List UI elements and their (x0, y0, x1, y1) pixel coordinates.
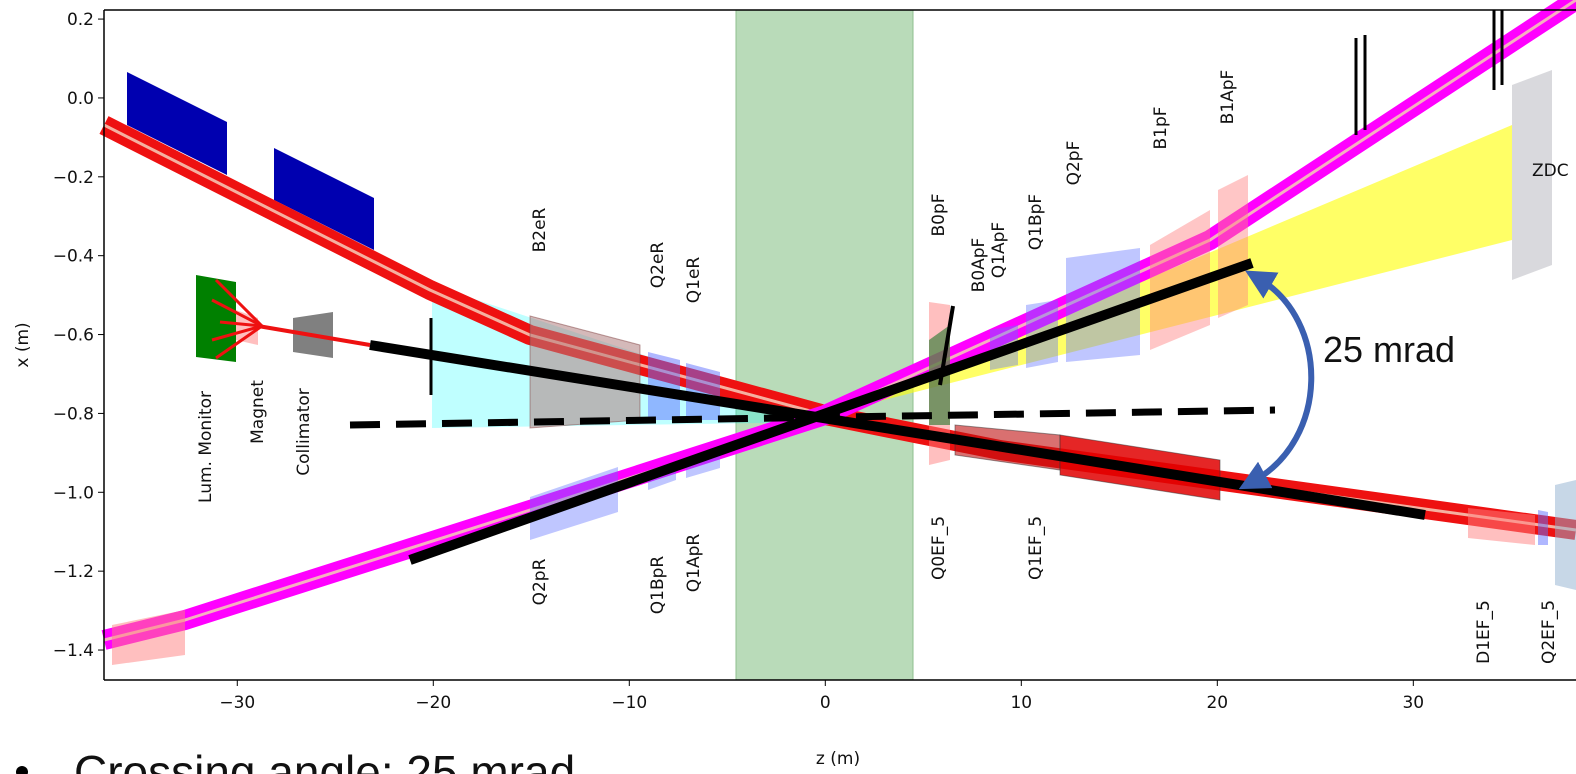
magnet-blue-light (686, 363, 720, 420)
y-tick-label: −0.6 (53, 326, 94, 346)
photon-line (257, 324, 371, 347)
y-tick-label: −0.2 (53, 168, 94, 188)
element-label: Q1ApR (684, 534, 704, 593)
magnet-blue-light (1538, 510, 1548, 545)
magnet-pink (1150, 210, 1210, 350)
y-axis-label: x (m) (13, 322, 33, 367)
photon-fan (219, 320, 263, 328)
magnet-blue (127, 72, 227, 175)
y-tick-label: −1.0 (53, 483, 94, 503)
y-tick-label: 0.2 (67, 10, 94, 30)
magnet-pink (1218, 175, 1248, 318)
x-tick-label: −10 (611, 693, 647, 713)
magnet-small (236, 310, 258, 345)
element-label: Q1BpR (648, 556, 668, 615)
bullet-text: Crossing angle: 25 mrad (74, 746, 575, 774)
magnet-pink (1468, 508, 1535, 545)
x-tick-label: −20 (415, 693, 451, 713)
x-tick-label: 0 (820, 693, 831, 713)
element-label: Q1EF_5 (1026, 516, 1046, 580)
element-label: Q1eR (684, 257, 704, 304)
y-tick-label: −1.2 (53, 562, 94, 582)
magnet-blue (274, 148, 374, 250)
element-label: Q1BpF (1026, 194, 1046, 250)
element-label: B0pF (929, 193, 949, 236)
x-tick-label: −30 (219, 693, 255, 713)
element-label: Q1ApF (989, 222, 1009, 278)
y-tick-label: −0.4 (53, 247, 94, 267)
y-tick-label: −1.4 (53, 641, 94, 661)
element-label: Magnet (248, 380, 268, 444)
x-tick-label: 30 (1402, 693, 1424, 713)
photon-fan (214, 278, 264, 328)
element-label: Q0EF_5 (929, 516, 949, 580)
element-label: Collimator (294, 388, 314, 475)
element-label: Q2pF (1064, 141, 1084, 186)
element-label: B2eR (530, 207, 550, 252)
element-label: B1ApF (1218, 70, 1238, 125)
angle-annotation: 25 mrad (1323, 329, 1455, 370)
magnet-pink (112, 610, 185, 665)
element-label: B1pF (1151, 106, 1171, 149)
photon-fan (211, 298, 263, 328)
ip-band (736, 10, 913, 680)
magnet-blue-light (648, 352, 680, 420)
element-label: Q2eR (648, 242, 668, 289)
x-tick-label: 20 (1206, 693, 1228, 713)
zdc (1512, 70, 1552, 280)
magnet-blue-light (1555, 480, 1576, 590)
reference-line (349, 406, 1276, 429)
photon-fan (211, 324, 263, 342)
element-label: Q2pR (530, 558, 550, 605)
y-tick-label: 0.0 (67, 89, 94, 109)
magnet-blue-light (1066, 248, 1140, 362)
element-label: B0ApF (969, 238, 989, 293)
angle-arrow (1238, 270, 1315, 490)
crossing-line (408, 258, 1254, 565)
detector-label: ZDC (1532, 161, 1569, 181)
y-tick-label: −0.8 (53, 404, 94, 424)
x-tick-label: 10 (1010, 693, 1032, 713)
element-label: Q2EF_5 (1539, 600, 1559, 664)
element-label: Lum. Monitor (196, 391, 216, 503)
element-label: D1EF_5 (1474, 600, 1494, 664)
bullet-dot (16, 766, 28, 774)
x-axis-label: z (m) (816, 749, 860, 769)
lum-monitor (196, 275, 236, 362)
photon-fan (215, 324, 263, 360)
